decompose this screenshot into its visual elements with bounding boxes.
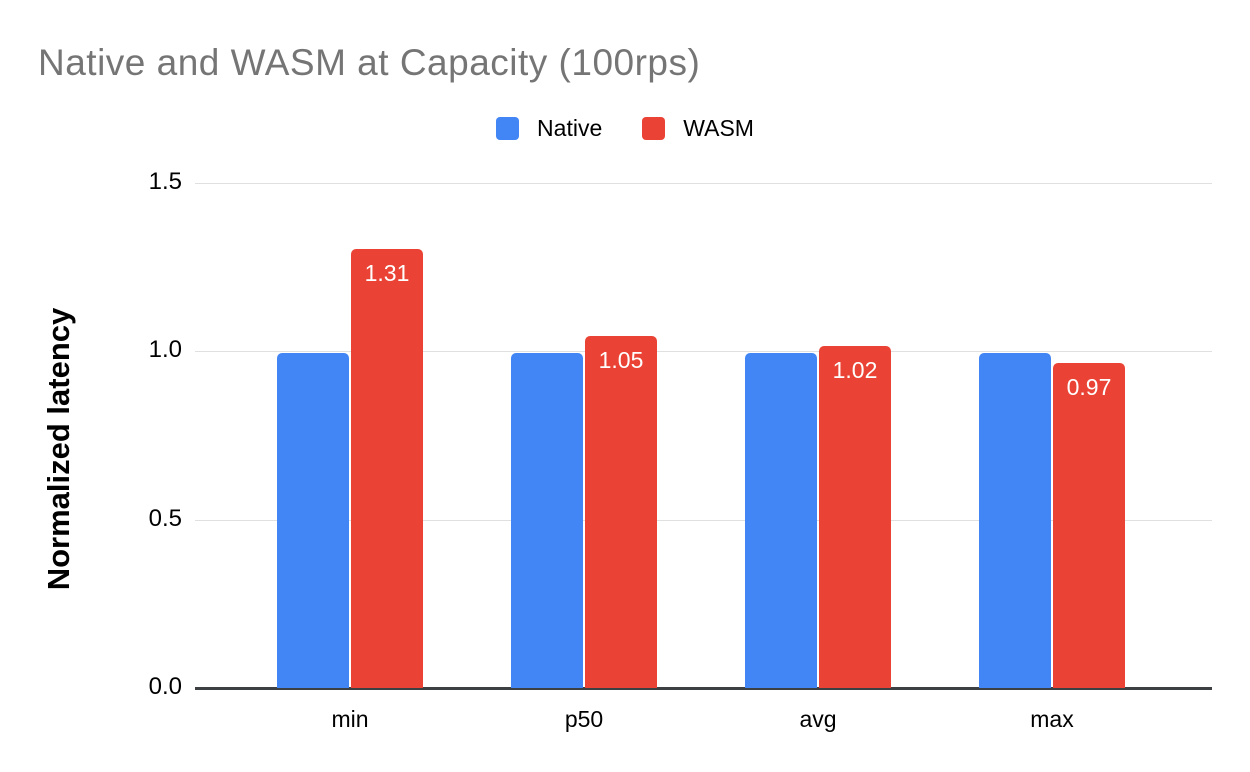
chart-title: Native and WASM at Capacity (100rps)	[38, 42, 701, 83]
bar-native	[277, 353, 349, 688]
bar-wasm: 1.31	[351, 249, 423, 688]
legend-label: Native	[537, 115, 603, 141]
legend-item-native: Native	[496, 115, 602, 142]
gridline	[195, 351, 1212, 352]
gridline	[195, 182, 1212, 184]
x-tick-label: avg	[799, 706, 837, 732]
x-axis-line	[195, 687, 1212, 690]
y-axis-title: Normalized latency	[41, 307, 76, 591]
legend-item-wasm: WASM	[642, 115, 754, 142]
bar-wasm: 1.02	[819, 346, 891, 688]
bar-native	[745, 353, 817, 688]
bar-value-label: 0.97	[1066, 374, 1112, 400]
bar-wasm: 1.05	[585, 336, 657, 688]
bar-native	[979, 353, 1051, 688]
bar-wasm: 0.97	[1053, 363, 1125, 688]
bar-value-label: 1.02	[832, 357, 878, 383]
x-tick-label: p50	[564, 706, 604, 732]
legend-swatch-native	[496, 117, 520, 140]
legend: Native WASM	[0, 115, 1250, 142]
x-tick-label: max	[1030, 706, 1074, 732]
legend-swatch-wasm	[642, 117, 666, 140]
y-tick-label: 0.5	[148, 504, 182, 532]
bar-value-label: 1.05	[598, 347, 644, 373]
x-tick-label: min	[331, 706, 369, 732]
y-tick-label: 1.5	[148, 167, 182, 195]
y-tick-label: 0.0	[148, 673, 182, 700]
gridline	[195, 519, 1212, 521]
bar-value-label: 1.31	[364, 260, 410, 286]
legend-label: WASM	[683, 115, 754, 141]
bar-native	[511, 353, 583, 688]
y-tick-label: 1.0	[148, 336, 182, 363]
plot-area: 0.0 0.5 1.0 1.5 1.31 min 1.05 p50 1.02 avg 0.97 max	[149, 168, 1212, 732]
